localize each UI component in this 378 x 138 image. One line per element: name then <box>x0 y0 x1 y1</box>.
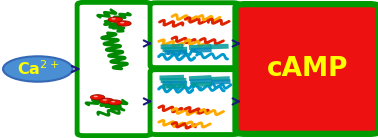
Circle shape <box>108 100 122 105</box>
FancyBboxPatch shape <box>150 70 239 135</box>
FancyBboxPatch shape <box>235 4 378 134</box>
Circle shape <box>94 96 98 97</box>
Circle shape <box>99 98 114 103</box>
Circle shape <box>111 101 115 102</box>
Circle shape <box>120 22 124 23</box>
Circle shape <box>103 99 107 101</box>
Circle shape <box>108 17 122 22</box>
Circle shape <box>112 18 116 20</box>
Circle shape <box>90 95 105 100</box>
Circle shape <box>117 21 131 26</box>
FancyBboxPatch shape <box>77 2 151 136</box>
Circle shape <box>3 56 73 82</box>
Text: Ca$^{2+}$: Ca$^{2+}$ <box>17 60 59 78</box>
FancyBboxPatch shape <box>150 3 239 68</box>
Text: cAMP: cAMP <box>266 56 348 82</box>
